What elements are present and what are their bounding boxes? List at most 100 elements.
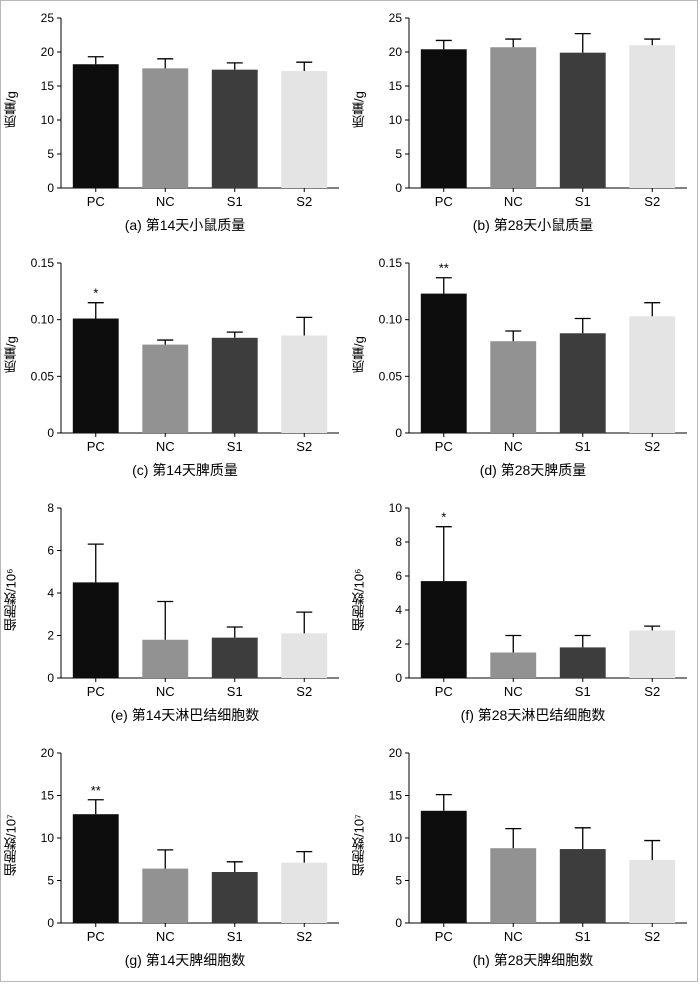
bar-pc xyxy=(72,814,119,923)
y-tick-label: 25 xyxy=(41,11,55,25)
y-tick-label: 0 xyxy=(47,916,54,930)
bar-s1 xyxy=(559,849,606,923)
y-axis-label: 细胞数/10⁷ xyxy=(3,814,19,876)
y-tick-label: 10 xyxy=(389,831,403,845)
bar-s2 xyxy=(629,316,676,433)
category-label: PC xyxy=(87,684,105,699)
bar-s2 xyxy=(629,630,676,678)
category-label: S1 xyxy=(227,684,243,699)
bar-chart: 0 5 10 15 20 25 PC NC S1 S2 xyxy=(389,11,687,209)
y-tick-label: 20 xyxy=(41,45,55,59)
bar-nc xyxy=(142,344,189,433)
y-axis-label: 质量/g xyxy=(351,91,367,129)
bar-chart: 0 2 4 6 8 PC NC S1 S2 xyxy=(47,501,339,699)
category-label: PC xyxy=(435,439,453,454)
category-label: S2 xyxy=(296,194,312,209)
significance-marker: ** xyxy=(439,261,449,276)
plot-area: 质量/g 0 5 10 15 20 25 PC NC S1 S2 xyxy=(349,6,697,214)
y-axis-label: 质量/g xyxy=(3,91,19,129)
significance-marker: * xyxy=(441,510,446,525)
y-axis-label: 质量/g xyxy=(351,336,367,374)
chart-caption: (h) 第28天脾细胞数 xyxy=(472,952,594,968)
bar-chart: 0 0.05 0.10 0.15 PC ** NC S1 S2 xyxy=(379,256,687,454)
category-label: PC xyxy=(435,929,453,944)
bar-chart: 0 5 10 15 20 PC NC S1 S2 xyxy=(389,746,687,944)
category-label: S1 xyxy=(575,929,591,944)
chart-caption: (g) 第14天脾细胞数 xyxy=(124,952,246,968)
y-tick-label: 0.05 xyxy=(379,369,403,383)
y-tick-label: 5 xyxy=(47,147,54,161)
category-label: S1 xyxy=(227,929,243,944)
chart-panel-e: 细胞数/10⁶ 0 2 4 6 8 PC NC S1 S2 (e) 第14天淋巴结细胞数 xyxy=(1,491,349,736)
plot-area: 细胞数/10⁷ 0 5 10 15 20 PC NC S1 S2 xyxy=(349,741,697,949)
bar-chart: 0 2 4 6 8 10 PC * NC S1 S2 xyxy=(389,501,687,699)
bar-s2 xyxy=(629,45,676,189)
category-label: NC xyxy=(504,439,523,454)
bar-chart: 0 0.05 0.10 0.15 PC * NC S1 S2 xyxy=(31,256,339,454)
y-tick-label: 0 xyxy=(395,671,402,685)
y-tick-label: 25 xyxy=(389,11,403,25)
y-tick-label: 0.10 xyxy=(31,313,55,327)
y-tick-label: 0.10 xyxy=(379,313,403,327)
y-tick-label: 20 xyxy=(41,746,55,760)
bar-s2 xyxy=(281,633,328,678)
category-label: PC xyxy=(435,684,453,699)
y-tick-label: 0 xyxy=(395,426,402,440)
y-tick-label: 5 xyxy=(395,874,402,888)
bar-nc xyxy=(142,639,189,678)
y-tick-label: 0 xyxy=(395,181,402,195)
category-label: NC xyxy=(504,684,523,699)
y-tick-label: 8 xyxy=(47,501,54,515)
category-label: S1 xyxy=(575,684,591,699)
bar-nc xyxy=(490,47,537,188)
category-label: S1 xyxy=(575,194,591,209)
bar-pc xyxy=(72,582,119,678)
bar-nc xyxy=(490,341,537,433)
category-label: S2 xyxy=(644,929,660,944)
bar-s1 xyxy=(559,647,606,678)
significance-marker: ** xyxy=(91,783,101,798)
y-tick-label: 0.15 xyxy=(31,256,55,270)
y-tick-label: 0 xyxy=(395,916,402,930)
chart-caption: (d) 第28天脾质量 xyxy=(479,462,587,478)
y-tick-label: 10 xyxy=(389,113,403,127)
category-label: S2 xyxy=(296,929,312,944)
y-tick-label: 2 xyxy=(395,637,402,651)
category-label: S2 xyxy=(296,439,312,454)
bar-nc xyxy=(490,848,537,923)
category-label: S2 xyxy=(296,684,312,699)
y-tick-label: 0.15 xyxy=(379,256,403,270)
bar-chart: 0 5 10 15 20 PC ** NC S1 S2 xyxy=(41,746,339,944)
y-axis-label: 细胞数/10⁷ xyxy=(351,814,367,876)
y-tick-label: 0 xyxy=(47,426,54,440)
category-label: NC xyxy=(504,194,523,209)
y-tick-label: 8 xyxy=(395,535,402,549)
bar-pc xyxy=(420,581,467,678)
bar-pc xyxy=(72,318,119,433)
significance-marker: * xyxy=(93,286,98,301)
category-label: S2 xyxy=(644,439,660,454)
bar-pc xyxy=(72,64,119,188)
category-label: PC xyxy=(435,194,453,209)
category-label: S2 xyxy=(644,194,660,209)
bar-s1 xyxy=(559,333,606,433)
category-label: NC xyxy=(156,929,175,944)
bar-nc xyxy=(142,868,189,923)
chart-caption: (b) 第28天小鼠质量 xyxy=(472,217,594,233)
category-label: PC xyxy=(87,929,105,944)
chart-caption: (e) 第14天淋巴结细胞数 xyxy=(110,707,260,723)
y-tick-label: 15 xyxy=(389,79,403,93)
bar-chart: 0 5 10 15 20 25 PC NC S1 S2 xyxy=(41,11,339,209)
category-label: PC xyxy=(87,439,105,454)
category-label: PC xyxy=(87,194,105,209)
chart-panel-a: 质量/g 0 5 10 15 20 25 PC NC S1 S2 (a) 第14天小鼠质量 xyxy=(1,1,349,246)
chart-panel-f: 细胞数/10⁶ 0 2 4 6 8 10 PC * NC S1 S2 (f) 第28天淋巴结细胞数 xyxy=(349,491,697,736)
bar-s1 xyxy=(211,637,258,678)
y-axis-label: 细胞数/10⁶ xyxy=(351,568,367,632)
y-tick-label: 20 xyxy=(389,45,403,59)
chart-panel-h: 细胞数/10⁷ 0 5 10 15 20 PC NC S1 S2 (h) 第28天脾细胞数 xyxy=(349,736,697,981)
y-tick-label: 10 xyxy=(389,501,403,515)
y-axis-label: 质量/g xyxy=(3,336,19,374)
y-tick-label: 5 xyxy=(395,147,402,161)
bar-s1 xyxy=(559,52,606,189)
